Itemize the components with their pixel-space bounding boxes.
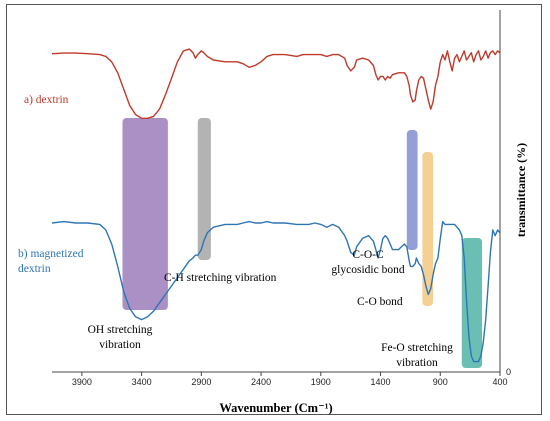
label-magnetized-dextrin-line-1: b) magnetized: [18, 248, 84, 260]
label-feo-stretching-line-1: Fe-O stretching: [381, 342, 453, 354]
annotations: a) dextrin b) magnetized dextrin C-H stretc…: [18, 94, 453, 369]
x-tick-labels: 3900 3400 2900 2400 1900 1400 900 400: [72, 372, 508, 387]
highlight-region-2: [197, 118, 211, 260]
label-coc-glycosidic-line-1: C-O-C: [352, 249, 384, 261]
highlight-region-5: [461, 238, 483, 368]
label-oh-stretching-line-2: vibration: [99, 339, 141, 351]
spectra-lines: [51, 48, 501, 363]
y-tick-label: 0: [506, 367, 511, 377]
axes: [52, 10, 501, 373]
highlight-region-3: [406, 130, 418, 250]
label-feo-stretching-line-2: vibration: [396, 357, 438, 369]
label-ch-stretching: C-H stretching vibration: [164, 272, 277, 284]
x-tick-label: 2400: [251, 377, 271, 387]
highlight-region-4: [422, 152, 434, 306]
series-line-1: [51, 48, 501, 119]
label-magnetized-dextrin-line-2: dextrin: [18, 263, 51, 275]
x-tick-label: 3400: [132, 377, 152, 387]
x-tick-label: 2900: [191, 377, 211, 387]
x-tick-label: 900: [433, 377, 448, 387]
y-axis-label: transmittance (%): [514, 143, 528, 237]
highlight-region-1: [122, 118, 168, 310]
x-axis-label: Wavenumber (Cm⁻¹): [219, 401, 332, 415]
series-line-2: [51, 220, 501, 363]
x-tick-label: 1400: [371, 377, 391, 387]
label-dextrin: a) dextrin: [24, 94, 69, 106]
x-tick-label: 400: [492, 377, 507, 387]
highlight-regions: [122, 118, 483, 368]
x-tick-label: 3900: [72, 377, 92, 387]
label-co-bond: C-O bond: [357, 296, 403, 308]
y-tick-labels: 0: [506, 367, 511, 377]
label-coc-glycosidic-line-2: glycosidic bond: [331, 264, 404, 276]
x-tick-label: 1900: [311, 377, 331, 387]
label-oh-stretching-line-1: OH stretching: [88, 324, 153, 336]
figure-frame: [6, 4, 542, 415]
